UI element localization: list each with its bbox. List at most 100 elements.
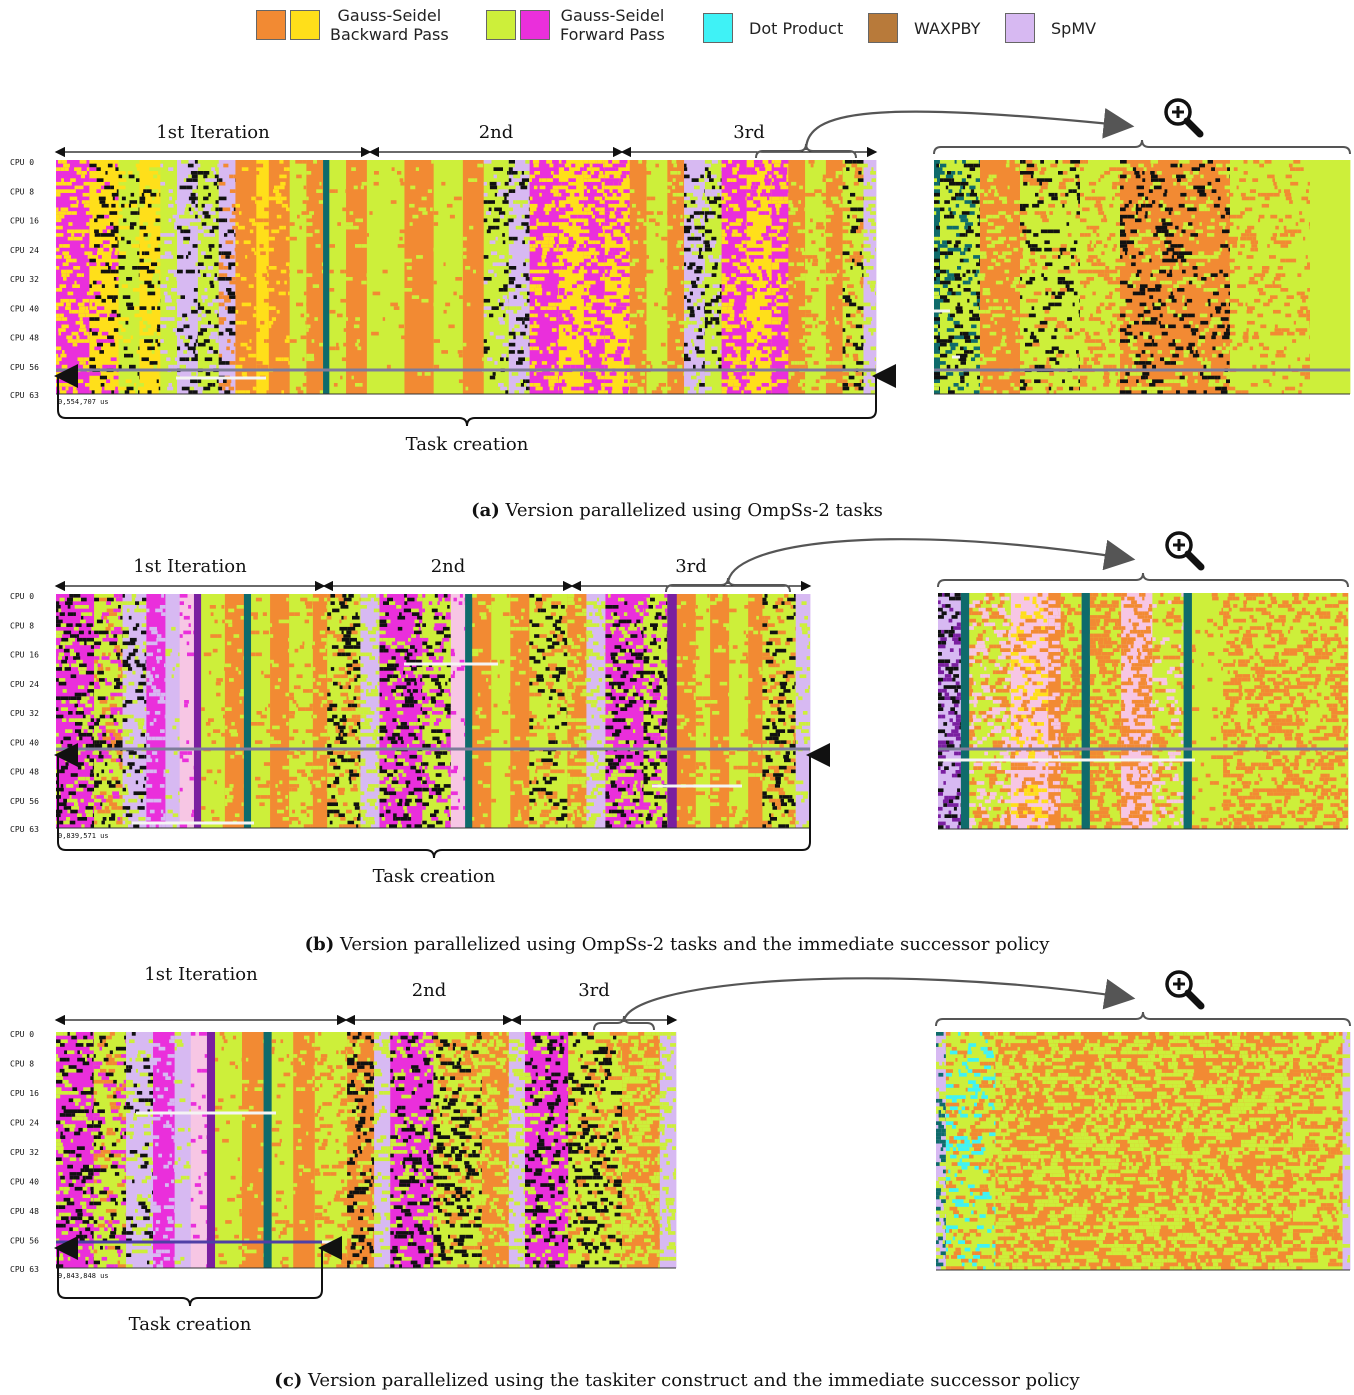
trace-noise: [936, 273, 940, 277]
trace-noise: [158, 171, 161, 175]
trace-noise: [552, 185, 559, 190]
trace-noise: [1247, 225, 1255, 230]
trace-noise: [1272, 233, 1277, 237]
trace-noise: [1083, 361, 1087, 365]
trace-noise: [845, 298, 852, 303]
trace-noise: [176, 288, 177, 292]
trace-noise: [1250, 255, 1254, 259]
trace-noise: [301, 211, 307, 215]
trace-noise: [595, 207, 601, 212]
trace-noise: [825, 353, 830, 358]
trace-noise: [557, 372, 559, 376]
trace-noise: [110, 659, 118, 664]
trace-noise: [781, 331, 789, 336]
trace-noise: [1098, 353, 1103, 358]
trace-noise: [1218, 353, 1224, 358]
trace-noise: [1239, 178, 1246, 182]
trace-noise: [940, 171, 945, 175]
trace-noise: [193, 211, 198, 215]
trace-noise: [187, 652, 194, 657]
trace-noise: [1224, 185, 1230, 190]
trace-noise: [393, 306, 400, 310]
trace-noise: [165, 652, 171, 657]
trace-noise: [197, 218, 201, 223]
trace-noise: [78, 667, 82, 671]
trace-noise: [1295, 328, 1301, 332]
trace-noise: [217, 185, 219, 190]
trace-noise: [210, 233, 215, 237]
trace-noise: [79, 317, 83, 321]
trace-noise: [558, 372, 563, 376]
trace-noise: [197, 266, 206, 270]
trace-noise: [860, 284, 863, 288]
trace-noise: [1259, 291, 1266, 296]
trace-noise: [973, 255, 980, 259]
trace-noise: [1029, 364, 1035, 369]
trace-noise: [1144, 317, 1151, 321]
trace-noise: [529, 178, 532, 182]
trace-noise: [696, 251, 700, 256]
trace-noise: [934, 203, 940, 208]
trace-noise: [1284, 189, 1291, 193]
trace-noise: [81, 725, 89, 730]
trace-noise: [238, 670, 242, 675]
trace-noise: [56, 306, 59, 310]
trace-noise: [118, 313, 121, 318]
trace-noise: [87, 255, 90, 259]
trace-noise: [92, 740, 95, 744]
trace-noise: [934, 266, 940, 270]
trace-noise: [779, 181, 787, 186]
trace-noise: [577, 214, 580, 219]
trace-noise: [93, 711, 95, 715]
trace-noise: [492, 372, 496, 376]
trace-noise: [968, 331, 977, 336]
trace-noise: [1273, 192, 1280, 197]
trace-noise: [771, 317, 778, 321]
trace-noise: [1098, 178, 1101, 182]
trace-noise: [469, 225, 474, 230]
trace-noise: [85, 743, 89, 748]
trace-noise: [160, 284, 167, 288]
trace-noise: [679, 181, 684, 186]
trace-noise: [1141, 258, 1150, 263]
trace-noise: [56, 302, 64, 307]
trace-noise: [815, 225, 822, 230]
trace-noise: [1095, 339, 1103, 343]
trace-noise: [311, 339, 315, 343]
trace-noise: [966, 269, 971, 274]
trace-noise: [501, 306, 505, 310]
trace-noise: [503, 288, 508, 292]
trace-noise: [745, 247, 747, 252]
trace-noise: [69, 594, 74, 598]
trace-noise: [76, 379, 84, 384]
trace-noise: [204, 357, 213, 362]
trace-noise: [1074, 331, 1080, 336]
trace-noise: [704, 214, 708, 219]
trace-noise: [583, 211, 588, 215]
trace-noise: [201, 295, 208, 299]
trace-noise: [780, 258, 783, 263]
trace-noise: [1124, 203, 1129, 208]
trace-noise: [120, 615, 123, 620]
trace-noise: [976, 291, 980, 296]
trace-noise: [483, 200, 488, 204]
trace-noise: [1066, 211, 1072, 215]
trace-noise: [734, 291, 742, 296]
trace-noise: [801, 251, 806, 256]
trace-noise: [1308, 375, 1310, 380]
trace-noise: [179, 824, 183, 828]
trace-noise: [106, 798, 113, 803]
trace-noise: [565, 203, 571, 208]
trace-noise: [1267, 298, 1273, 303]
trace-noise: [1029, 335, 1037, 340]
trace-noise: [288, 361, 290, 365]
trace-noise: [255, 200, 257, 204]
trace-noise: [834, 320, 840, 325]
trace-noise: [235, 320, 242, 325]
trace-noise: [314, 317, 318, 321]
trace-noise: [260, 714, 267, 719]
trace-noise: [1080, 379, 1087, 384]
trace-noise: [741, 317, 745, 321]
trace-noise: [184, 700, 189, 704]
